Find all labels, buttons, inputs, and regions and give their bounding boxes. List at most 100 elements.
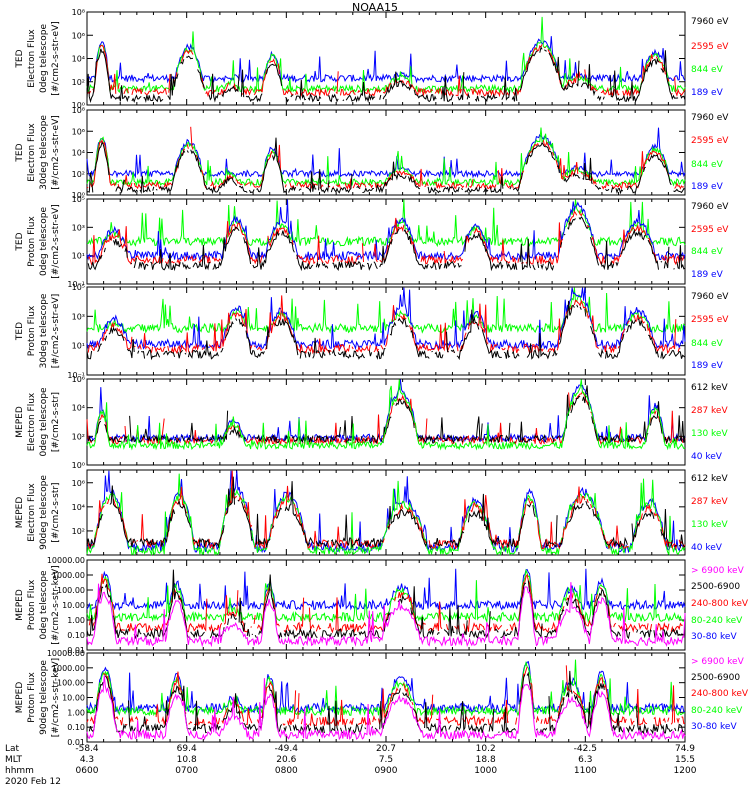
y-axis-label: Proton Flux xyxy=(27,305,37,356)
legend-entry: 844 eV xyxy=(691,65,724,75)
y-tick-label: 10⁴ xyxy=(72,55,85,64)
y-axis-label: MEPED xyxy=(15,497,25,529)
y-axis-label: 90deg telescope xyxy=(39,475,49,550)
series-line-black xyxy=(87,216,686,272)
series-line-magenta xyxy=(86,582,686,648)
y-tick-label: 10⁶ xyxy=(72,375,85,384)
y-tick-label: 10³ xyxy=(72,312,85,321)
y-axis-label: [#/cm2-s-str] xyxy=(51,482,61,542)
y-tick-label: 10⁰ xyxy=(72,461,85,470)
y-axis-label: 0deg telescope xyxy=(39,570,49,640)
y-tick-label: 10⁴ xyxy=(72,503,85,512)
y-axis-label: TED xyxy=(15,143,25,162)
legend-entry: 612 keV xyxy=(691,474,728,484)
y-axis-label: [#/cm2-s-str-keV] xyxy=(51,565,61,644)
legend-entry: 2595 eV xyxy=(691,42,729,52)
legend-entry: > 6900 keV xyxy=(691,657,745,667)
legend-entry: 189 eV xyxy=(691,270,724,280)
series-line-blue xyxy=(86,199,686,262)
y-tick-label: 10² xyxy=(72,170,85,179)
y-tick-label: 10⁵ xyxy=(72,195,85,204)
legend-entry: 7960 eV xyxy=(691,17,729,27)
legend-entry: 844 eV xyxy=(691,339,724,349)
y-axis-label: [#/cm2-s-str-eV] xyxy=(51,204,61,279)
legend-entry: 40 keV xyxy=(691,452,723,462)
y-tick-label: 10² xyxy=(72,432,85,441)
series-line-green xyxy=(86,287,686,335)
y-tick-label: 1000.00 xyxy=(52,571,85,580)
x-tick-time: 0900 xyxy=(375,766,398,776)
y-axis-label: 30deg telescope xyxy=(39,115,49,190)
panel-frame xyxy=(86,559,686,651)
y-axis-label: TED xyxy=(15,322,25,341)
y-tick-label: 1.00 xyxy=(67,616,85,625)
y-tick-label: 10³ xyxy=(72,223,85,232)
y-tick-label: 10.00 xyxy=(62,601,85,610)
y-axis-label: 0deg telescope xyxy=(39,207,49,277)
y-tick-label: 0.10 xyxy=(67,723,85,732)
y-axis-label: Proton Flux xyxy=(27,672,37,723)
series-line-green xyxy=(87,199,686,248)
series-line-green xyxy=(86,473,686,557)
legend-entry: 189 eV xyxy=(691,182,724,192)
y-axis-label: Electron Flux xyxy=(27,483,37,542)
series-line-black xyxy=(86,569,686,640)
y-tick-label: 10⁻¹ xyxy=(67,371,85,380)
series-line-blue xyxy=(86,127,686,179)
x-tick-lat: 74.9 xyxy=(675,744,695,754)
y-tick-label: 10⁶ xyxy=(72,479,85,488)
legend-entry: 287 keV xyxy=(691,497,728,507)
series-line-black xyxy=(87,385,686,445)
x-tick-mlt: 7.5 xyxy=(379,755,393,765)
x-row-label: Lat xyxy=(5,744,20,754)
legend-entry: 30-80 keV xyxy=(691,632,737,642)
x-tick-lat: 10.2 xyxy=(476,744,496,754)
x-tick-mlt: 6.3 xyxy=(578,755,592,765)
y-tick-label: 0.01 xyxy=(67,646,85,655)
y-axis-label: 0deg telescope xyxy=(39,24,49,94)
legend-entry: 2595 eV xyxy=(691,315,729,325)
x-tick-lat: -42.5 xyxy=(574,744,597,754)
legend-entry: 80-240 keV xyxy=(691,706,743,716)
x-tick-time: 1000 xyxy=(474,766,497,776)
x-tick-mlt: 10.8 xyxy=(177,755,197,765)
legend-entry: > 6900 keV xyxy=(691,566,745,576)
y-tick-label: 10⁴ xyxy=(72,149,85,158)
y-axis-label: Proton Flux xyxy=(27,216,37,267)
y-tick-label: 10⁰ xyxy=(72,191,85,200)
y-tick-label: 0.01 xyxy=(67,738,85,747)
series-line-black xyxy=(86,300,686,361)
x-row-label: hhmm xyxy=(5,766,34,776)
series-line-green xyxy=(86,568,686,624)
legend-entry: 30-80 keV xyxy=(691,722,737,732)
y-tick-label: 10⁶ xyxy=(72,127,85,136)
series-line-black xyxy=(86,476,686,550)
legend-entry: 240-800 keV xyxy=(691,599,749,609)
x-tick-time: 0700 xyxy=(175,766,198,776)
x-tick-time: 1100 xyxy=(574,766,597,776)
legend-entry: 844 eV xyxy=(691,247,724,257)
date-label: 2020 Feb 12 xyxy=(5,777,61,787)
y-tick-label: 10⁸ xyxy=(72,106,85,115)
y-axis-label: [#/cm2-s-str] xyxy=(51,392,61,452)
series-line-green xyxy=(86,16,686,94)
y-axis-label: [#/cm2-s-str-keV] xyxy=(51,658,61,737)
y-axis-label: 0deg telescope xyxy=(39,387,49,457)
legend-entry: 189 eV xyxy=(691,361,724,371)
legend-entry: 40 keV xyxy=(691,543,723,553)
y-tick-label: 100.00 xyxy=(57,679,85,688)
legend-entry: 189 eV xyxy=(691,88,724,98)
legend-entry: 2595 eV xyxy=(691,136,729,146)
legend-entry: 80-240 keV xyxy=(691,616,743,626)
x-row-label: MLT xyxy=(5,755,23,765)
chart-title: NOAA15 xyxy=(351,1,399,14)
series-line-black xyxy=(88,670,684,735)
y-axis-label: MEPED xyxy=(15,406,25,438)
y-tick-label: 1.00 xyxy=(67,708,85,717)
legend-entry: 2595 eV xyxy=(691,225,729,235)
y-axis-label: Electron Flux xyxy=(27,29,37,88)
y-axis-label: MEPED xyxy=(15,589,25,621)
x-tick-mlt: 18.8 xyxy=(476,755,496,765)
y-tick-label: 1000.00 xyxy=(52,664,85,673)
